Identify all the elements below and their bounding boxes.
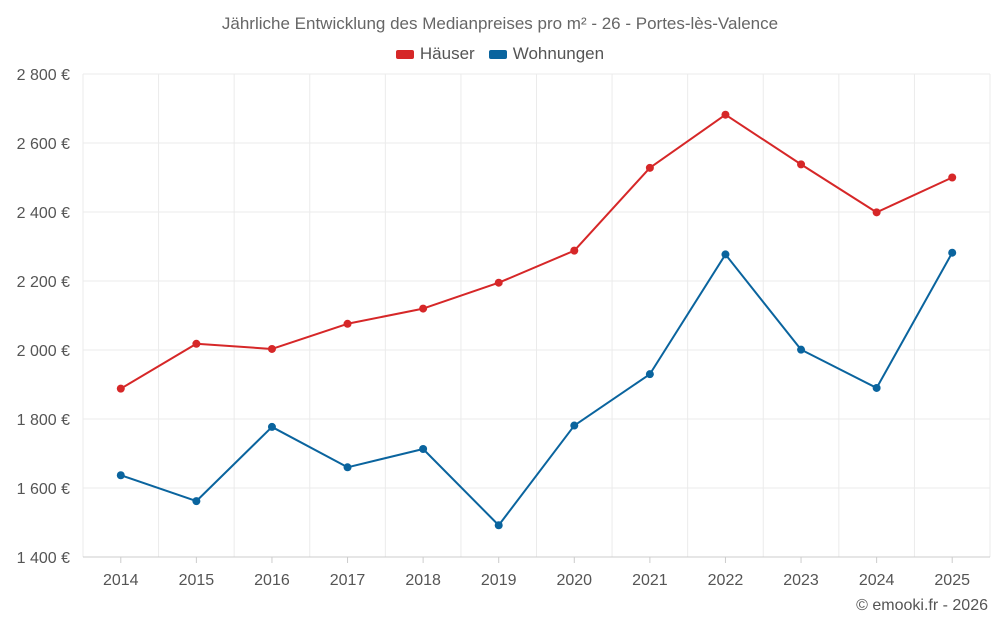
- x-tick-label: 2018: [405, 572, 441, 589]
- data-point-haeuser-2014[interactable]: [116, 384, 125, 393]
- x-tick-label: 2019: [481, 572, 517, 589]
- data-point-haeuser-2020[interactable]: [570, 246, 579, 255]
- y-tick-label: 2 200 €: [17, 274, 70, 291]
- x-tick-label: 2024: [859, 572, 895, 589]
- y-tick-label: 2 400 €: [17, 205, 70, 222]
- data-point-wohnungen-2024[interactable]: [872, 383, 881, 392]
- legend-item-haeuser[interactable]: Häuser: [395, 44, 475, 64]
- data-point-haeuser-2021[interactable]: [645, 163, 654, 172]
- data-point-haeuser-2019[interactable]: [494, 278, 503, 287]
- y-tick-label: 1 400 €: [17, 550, 70, 567]
- data-point-haeuser-2015[interactable]: [192, 339, 201, 348]
- data-point-wohnungen-2017[interactable]: [343, 463, 352, 472]
- data-point-haeuser-2023[interactable]: [797, 160, 806, 169]
- x-tick-label: 2017: [330, 572, 366, 589]
- x-tick-label: 2020: [556, 572, 592, 589]
- series-line-wohnungen: [120, 252, 954, 527]
- series-layer: [116, 110, 957, 530]
- legend-swatch-haeuser: [395, 49, 414, 59]
- axes: 1 400 € 1 600 € 1 800 € 2 000 € 2 200 € 2 400…: [17, 67, 990, 589]
- data-point-haeuser-2018[interactable]: [419, 304, 428, 313]
- data-point-wohnungen-2023[interactable]: [797, 345, 806, 354]
- series-line-haeuser: [120, 113, 953, 390]
- credit-text: © emooki.fr - 2026: [856, 597, 988, 614]
- data-point-haeuser-2017[interactable]: [343, 319, 352, 328]
- y-tick-label: 2 600 €: [17, 136, 70, 153]
- x-tick-label: 2023: [783, 572, 819, 589]
- legend-item-wohnungen[interactable]: Wohnungen: [488, 44, 605, 64]
- data-point-wohnungen-2015[interactable]: [192, 497, 201, 506]
- data-point-haeuser-2016[interactable]: [267, 344, 276, 353]
- x-tick-label: 2015: [179, 572, 215, 589]
- x-tick-label: 2025: [934, 572, 970, 589]
- grid-lines: [82, 73, 991, 558]
- chart-title: Jährliche Entwicklung des Medianpreises …: [221, 14, 779, 33]
- data-point-wohnungen-2021[interactable]: [645, 370, 654, 379]
- y-tick-label: 1 800 €: [17, 412, 70, 429]
- legend-label-haeuser: Häuser: [419, 44, 475, 63]
- data-point-wohnungen-2016[interactable]: [267, 422, 276, 431]
- x-tick-label: 2014: [103, 572, 139, 589]
- data-point-wohnungen-2014[interactable]: [116, 471, 125, 480]
- legend-label-wohnungen: Wohnungen: [512, 44, 605, 63]
- y-tick-label: 2 800 €: [17, 67, 70, 84]
- chart-legend: Häuser Wohnungen: [0, 44, 1000, 64]
- data-point-wohnungen-2018[interactable]: [419, 445, 428, 454]
- data-point-wohnungen-2025[interactable]: [948, 248, 957, 257]
- y-tick-label: 1 600 €: [17, 481, 70, 498]
- x-tick-label: 2022: [708, 572, 744, 589]
- data-point-wohnungen-2019[interactable]: [494, 521, 503, 530]
- y-tick-label: 2 000 €: [17, 343, 70, 360]
- data-point-haeuser-2024[interactable]: [872, 208, 881, 217]
- x-tick-label: 2016: [254, 572, 290, 589]
- data-point-wohnungen-2022[interactable]: [721, 250, 730, 259]
- data-point-haeuser-2022[interactable]: [721, 110, 730, 119]
- data-point-haeuser-2025[interactable]: [948, 173, 957, 182]
- x-tick-label: 2021: [632, 572, 668, 589]
- legend-swatch-wohnungen: [488, 49, 507, 59]
- data-point-wohnungen-2020[interactable]: [570, 421, 579, 430]
